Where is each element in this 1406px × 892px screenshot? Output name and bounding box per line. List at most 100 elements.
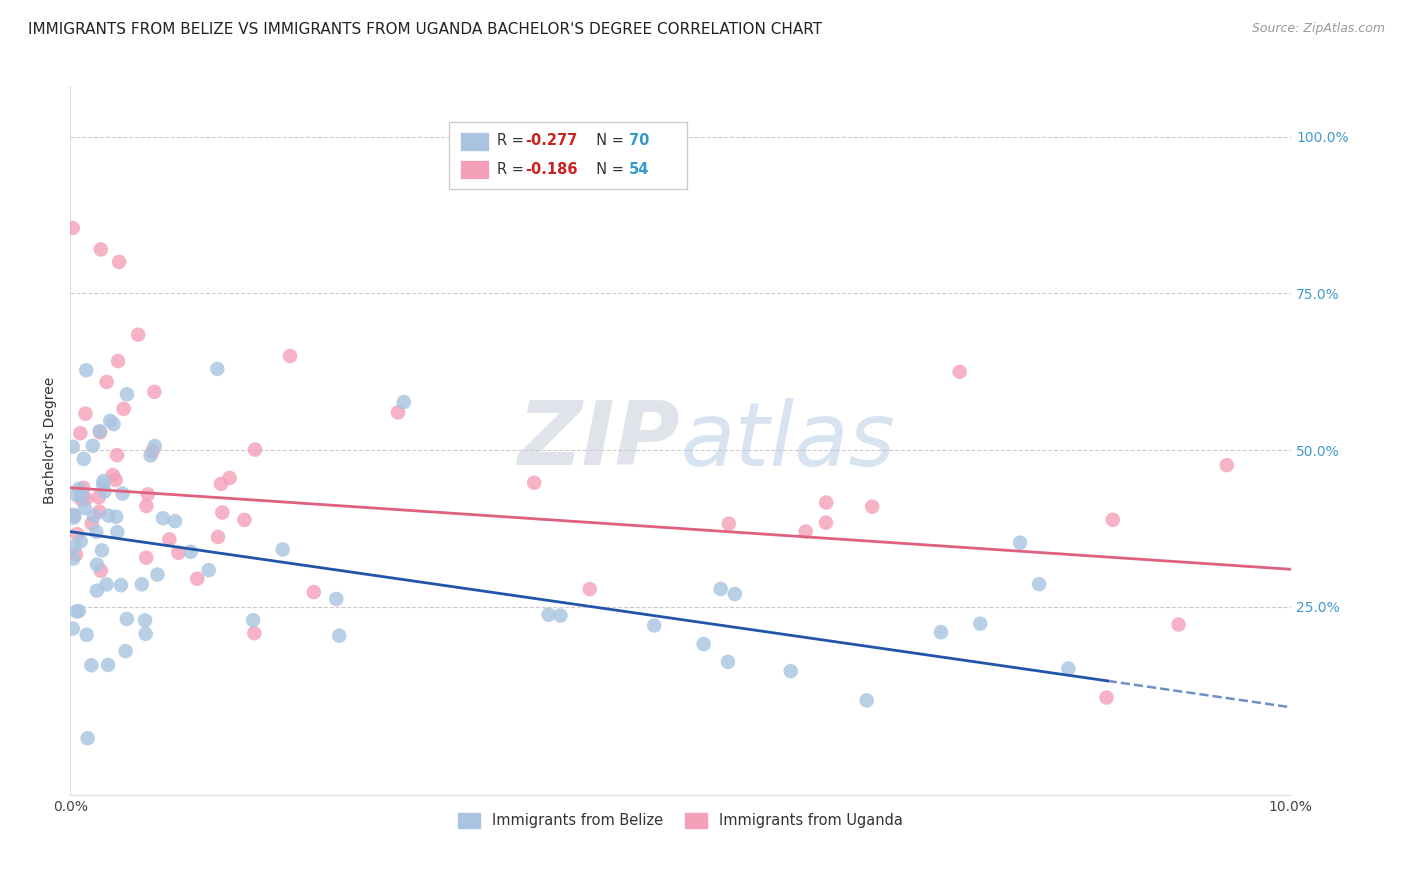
Point xyxy=(75,363,97,377)
Point xyxy=(207,530,229,544)
Point xyxy=(90,243,112,257)
Point xyxy=(209,476,232,491)
Legend: Immigrants from Belize, Immigrants from Uganda: Immigrants from Belize, Immigrants from … xyxy=(453,806,908,834)
Point xyxy=(328,629,350,643)
Point xyxy=(643,618,665,632)
Point xyxy=(63,508,86,523)
Text: R =: R = xyxy=(498,134,529,148)
Point xyxy=(98,414,121,428)
Point xyxy=(62,508,84,522)
Point xyxy=(63,539,86,553)
Point xyxy=(86,558,108,572)
Point xyxy=(62,221,84,235)
Point xyxy=(302,585,325,599)
Point xyxy=(949,365,972,379)
Point xyxy=(135,550,157,565)
Point xyxy=(97,657,120,672)
Point xyxy=(141,444,163,458)
Point xyxy=(233,513,256,527)
Point xyxy=(1101,513,1123,527)
Point xyxy=(692,637,714,651)
Point xyxy=(523,475,546,490)
Text: 70: 70 xyxy=(630,134,650,148)
Text: -0.277: -0.277 xyxy=(526,134,578,148)
Point xyxy=(134,613,156,627)
Point xyxy=(814,516,837,530)
FancyBboxPatch shape xyxy=(449,122,686,189)
Point xyxy=(537,607,560,622)
Point xyxy=(392,395,415,409)
Point xyxy=(186,572,208,586)
Point xyxy=(83,509,105,524)
Text: Source: ZipAtlas.com: Source: ZipAtlas.com xyxy=(1251,22,1385,36)
Point xyxy=(69,426,91,441)
Point xyxy=(96,577,118,591)
Point xyxy=(82,439,104,453)
Point xyxy=(70,492,93,507)
Point xyxy=(114,644,136,658)
Point xyxy=(111,486,134,500)
Point xyxy=(104,473,127,487)
Point xyxy=(115,387,138,401)
Point xyxy=(89,425,111,440)
Text: N =: N = xyxy=(586,134,628,148)
Point xyxy=(96,375,118,389)
Point xyxy=(80,658,103,673)
Point xyxy=(70,488,93,502)
Y-axis label: Bachelor's Degree: Bachelor's Degree xyxy=(44,377,58,504)
Point xyxy=(218,471,240,485)
Point xyxy=(65,488,87,502)
Point xyxy=(91,543,114,558)
Point xyxy=(67,604,90,618)
Point xyxy=(135,627,157,641)
Point xyxy=(87,491,110,505)
Point xyxy=(76,731,98,746)
Point xyxy=(97,508,120,523)
Point xyxy=(69,534,91,549)
Point xyxy=(779,664,801,678)
Point xyxy=(135,499,157,513)
Point xyxy=(207,362,229,376)
Point xyxy=(860,500,883,514)
Point xyxy=(105,525,128,540)
Point xyxy=(180,545,202,559)
Point xyxy=(131,577,153,591)
Text: R =: R = xyxy=(498,161,529,177)
Point xyxy=(929,625,952,640)
Point xyxy=(157,533,180,547)
Point xyxy=(101,468,124,483)
FancyBboxPatch shape xyxy=(460,160,489,179)
Point xyxy=(815,495,838,509)
Text: IMMIGRANTS FROM BELIZE VS IMMIGRANTS FROM UGANDA BACHELOR'S DEGREE CORRELATION C: IMMIGRANTS FROM BELIZE VS IMMIGRANTS FRO… xyxy=(28,22,823,37)
Point xyxy=(211,506,233,520)
Point xyxy=(63,510,86,524)
Point xyxy=(91,478,114,492)
Point xyxy=(89,424,111,438)
Point xyxy=(62,440,84,454)
Point xyxy=(855,693,877,707)
Point xyxy=(1167,617,1189,632)
Point xyxy=(242,613,264,627)
Point xyxy=(271,542,294,557)
Point xyxy=(72,481,94,495)
Point xyxy=(550,608,572,623)
Point xyxy=(62,551,84,566)
Point xyxy=(724,587,747,601)
Point xyxy=(146,567,169,582)
Point xyxy=(152,511,174,525)
Point xyxy=(103,417,125,431)
Point xyxy=(76,628,98,642)
Point xyxy=(127,327,149,342)
Point xyxy=(66,527,89,541)
Point xyxy=(167,546,190,560)
Point xyxy=(115,612,138,626)
Point xyxy=(65,548,87,562)
Point xyxy=(80,516,103,531)
Point xyxy=(139,449,162,463)
Text: -0.186: -0.186 xyxy=(526,161,578,177)
Point xyxy=(1057,662,1080,676)
Point xyxy=(93,474,115,488)
Text: N =: N = xyxy=(586,161,628,177)
Point xyxy=(86,524,108,539)
Point xyxy=(136,487,159,501)
